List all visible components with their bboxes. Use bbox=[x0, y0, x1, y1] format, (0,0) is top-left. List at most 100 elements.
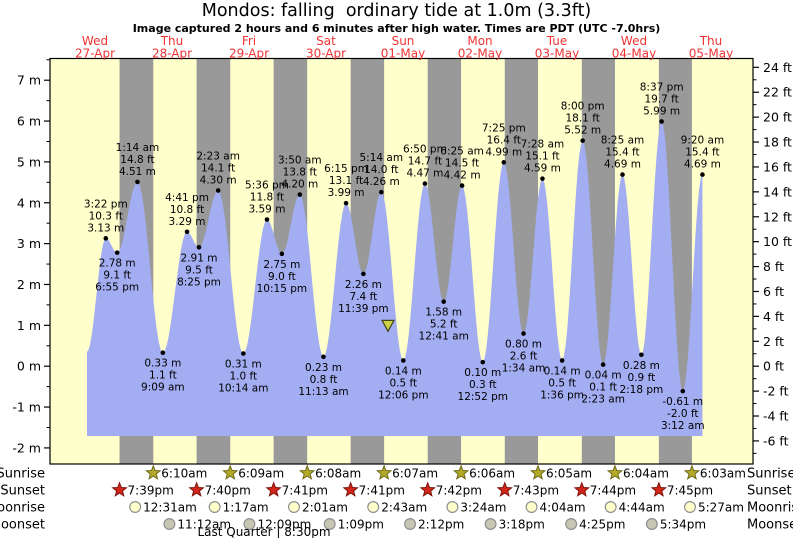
tide-annotation-time: 1:36 pm bbox=[540, 389, 584, 401]
plot-frame bbox=[49, 57, 754, 465]
day-name-label: Wed bbox=[82, 34, 108, 48]
tide-event-dot bbox=[540, 176, 545, 181]
tide-annotation-ft: -2.0 ft bbox=[667, 408, 698, 420]
tide-annotation-ft: 1.1 ft bbox=[149, 370, 177, 382]
moonrise-time: 12:31am bbox=[143, 501, 197, 515]
tide-annotation-time: 6:25 am bbox=[440, 146, 484, 158]
tide-annotation-time: 1:34 am bbox=[502, 363, 546, 375]
tide-annotation-ft: 0.9 ft bbox=[628, 372, 656, 384]
moonset-time: 2:12pm bbox=[418, 518, 464, 532]
tide-annotation-m: 2.91 m bbox=[181, 252, 218, 264]
day-name-label: Sun bbox=[392, 34, 415, 48]
moonset-time: 12:09pm bbox=[257, 518, 311, 532]
y-left-tick-label: 3 m bbox=[17, 236, 41, 251]
tide-annotation-time: 3:12 am bbox=[661, 420, 705, 432]
moonset-time: 11:12am bbox=[177, 518, 231, 532]
tide-annotation-time: 3:50 am bbox=[278, 155, 322, 167]
sunrise-time: 6:09am bbox=[238, 467, 284, 481]
sunrise-row-label-right: Sunrise bbox=[747, 467, 793, 482]
tide-annotation-m: 4.26 m bbox=[363, 176, 400, 188]
tide-event-dot bbox=[501, 160, 507, 165]
tide-annotation-time: 12:52 pm bbox=[458, 391, 509, 403]
y-right-tick-label: -2 ft bbox=[763, 384, 789, 399]
day-date-label: 28-Apr bbox=[152, 47, 192, 61]
day-date-label: 01-May bbox=[381, 47, 425, 61]
moonrise-circle-icon bbox=[683, 501, 696, 514]
tide-annotation-m: 0.80 m bbox=[505, 339, 542, 351]
tide-event-dot bbox=[361, 271, 366, 277]
tide-event-dot bbox=[215, 188, 221, 193]
tide-annotation-ft: 13.8 ft bbox=[283, 167, 317, 179]
tide-annotation-time: 8:37 pm bbox=[640, 81, 684, 93]
sunset-time: 7:43pm bbox=[513, 484, 559, 498]
tide-annotation-time: 5:36 pm bbox=[245, 180, 289, 192]
day-date-label: 27-Apr bbox=[75, 47, 115, 61]
tide-annotation-m: 4.59 m bbox=[524, 163, 561, 175]
tide-annotation-time: 7:25 pm bbox=[482, 122, 526, 134]
tide-annotation-ft: 15.1 ft bbox=[525, 151, 559, 163]
tide-event-dot bbox=[580, 138, 585, 143]
tide-annotation-m: 2.78 m bbox=[99, 258, 136, 270]
tide-event-dot bbox=[184, 229, 190, 235]
moon-phase-caption: Last Quarter | 8:30pm bbox=[197, 525, 330, 538]
moonrise-row-label-left: Moonrise bbox=[0, 501, 45, 516]
y-left-tick-label: -2 m bbox=[12, 440, 41, 455]
tide-annotation-ft: 13.1 ft bbox=[329, 175, 363, 187]
sunrise-star-icon bbox=[529, 464, 547, 480]
tide-annotation-time: 9:20 am bbox=[681, 135, 725, 147]
sunrise-time: 6:03am bbox=[700, 467, 746, 481]
tide-annotation-time: 6:55 pm bbox=[95, 282, 139, 294]
tide-annotation-m: 2.26 m bbox=[345, 279, 382, 291]
y-right-tick-label: 2 ft bbox=[763, 334, 784, 349]
tide-annotation-m: 0.10 m bbox=[464, 367, 501, 379]
tide-annotation-ft: 10.8 ft bbox=[170, 204, 204, 216]
tide-annotation-ft: 14.7 ft bbox=[408, 156, 442, 168]
tide-annotation-ft: 15.4 ft bbox=[685, 147, 719, 159]
tide-annotation-time: 8:25 pm bbox=[177, 276, 221, 288]
tide-annotation-time: 7:28 am bbox=[521, 139, 565, 151]
tide-annotation-m: 3.13 m bbox=[87, 222, 124, 234]
day-name-label: Thu bbox=[160, 34, 184, 48]
y-right-tick-label: -4 ft bbox=[763, 409, 789, 424]
moonrise-circle-icon bbox=[287, 501, 300, 514]
y-left-tick-label: 4 m bbox=[17, 195, 41, 210]
tide-event-dot bbox=[264, 217, 270, 222]
tide-event-dot bbox=[422, 181, 428, 186]
tide-event-dot bbox=[559, 358, 565, 363]
sunrise-star-icon bbox=[452, 464, 470, 480]
tide-area-series bbox=[87, 121, 703, 436]
moonset-time: 5:34pm bbox=[660, 518, 706, 532]
tide-annotation-ft: 14.5 ft bbox=[445, 158, 479, 170]
tide-annotation-m: 4.69 m bbox=[604, 159, 641, 171]
day-name-label: Fri bbox=[242, 34, 256, 48]
tide-annotation-ft: 14.0 ft bbox=[364, 164, 398, 176]
tide-event-dot bbox=[279, 251, 285, 257]
sunset-time: 7:41pm bbox=[359, 484, 405, 498]
tide-event-dot bbox=[241, 351, 246, 356]
moonrise-circle-icon bbox=[604, 501, 617, 514]
sunset-star-icon bbox=[342, 481, 359, 497]
moonrise-circle-icon bbox=[446, 501, 459, 514]
tide-annotation-ft: 0.5 ft bbox=[389, 377, 417, 389]
moonset-circle-icon bbox=[163, 517, 176, 530]
sunset-star-icon bbox=[188, 481, 205, 497]
day-date-label: 05-May bbox=[689, 47, 733, 61]
tide-annotation-m: 4.47 m bbox=[406, 168, 443, 180]
tide-annotation-m: 4.30 m bbox=[200, 175, 237, 187]
tide-annotation-time: 2:23 am bbox=[581, 394, 625, 406]
sunset-star-icon bbox=[265, 481, 282, 497]
tide-annotation-m: 4.69 m bbox=[684, 159, 721, 171]
current-tide-marker-icon bbox=[381, 319, 396, 333]
day-date-label: 29-Apr bbox=[229, 47, 269, 61]
tide-event-dot bbox=[196, 245, 202, 250]
sunrise-time: 6:06am bbox=[469, 467, 515, 481]
tide-annotation-m: 0.31 m bbox=[225, 359, 262, 371]
tide-annotation-time: 8:25 am bbox=[601, 135, 645, 147]
tide-annotation-ft: 0.5 ft bbox=[548, 377, 576, 389]
sunset-star-icon bbox=[650, 481, 668, 497]
sunset-time: 7:45pm bbox=[667, 484, 713, 498]
y-left-tick-label: 2 m bbox=[17, 277, 41, 292]
sunset-time: 7:42pm bbox=[436, 484, 482, 498]
day-date-label: 30-Apr bbox=[306, 47, 346, 61]
